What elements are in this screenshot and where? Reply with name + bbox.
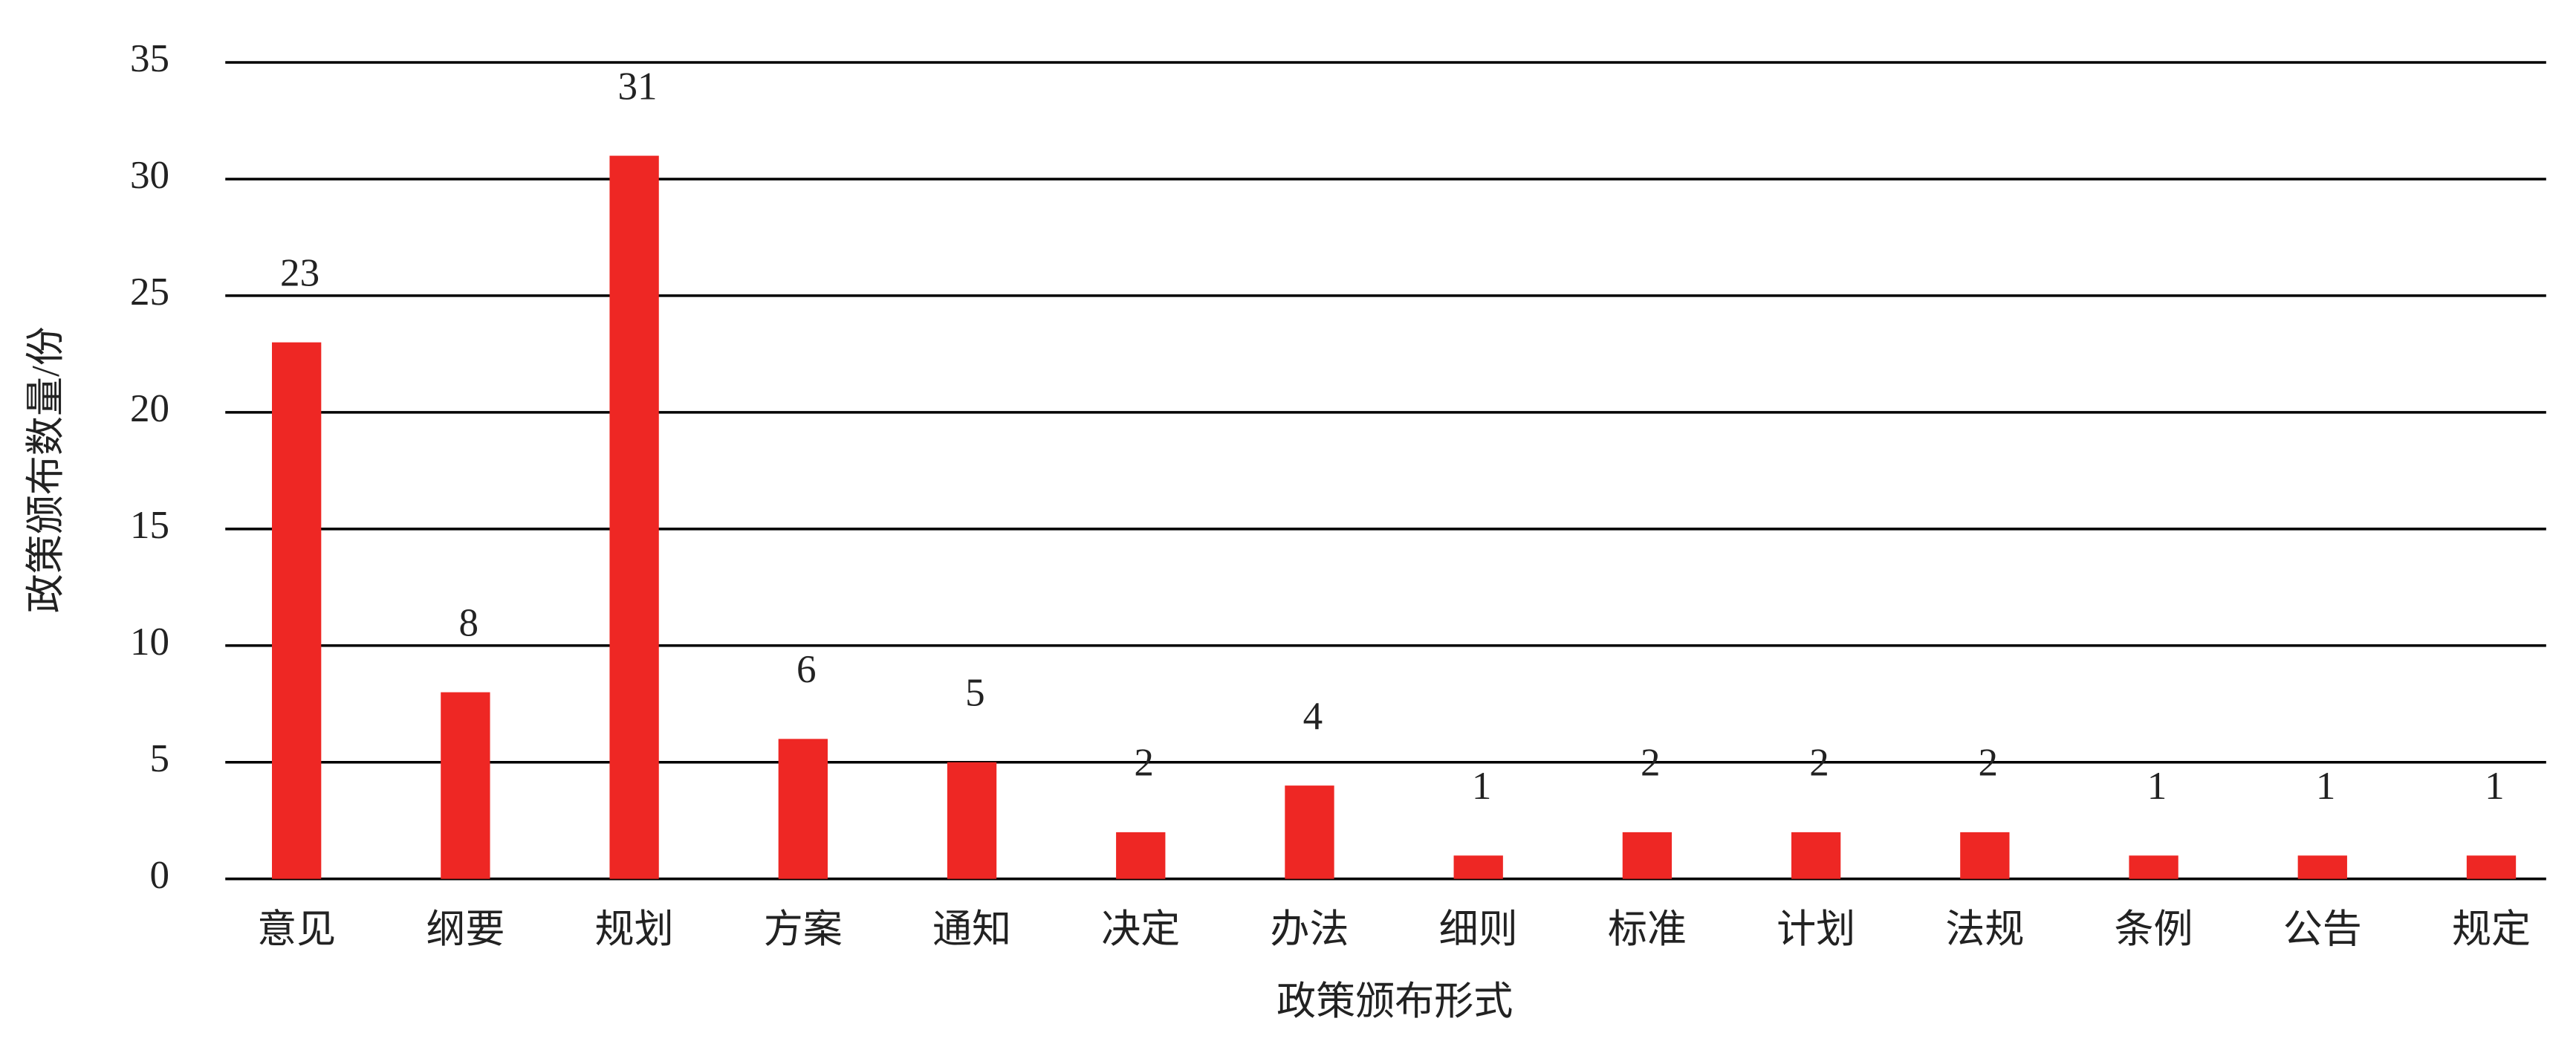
bar: [272, 342, 322, 879]
data-label: 31: [617, 65, 657, 108]
data-label: 1: [2485, 765, 2505, 808]
bar: [1453, 855, 1503, 879]
bar: [1791, 832, 1841, 879]
x-tick-label: 通知: [932, 908, 1011, 951]
data-label: 4: [1303, 695, 1323, 738]
bar: [2466, 855, 2517, 879]
x-tick-label: 计划: [1777, 908, 1855, 951]
x-tick-label: 公告: [2283, 908, 2362, 951]
x-tick-label: 方案: [764, 908, 843, 951]
data-label: 2: [1641, 742, 1661, 785]
data-label: 2: [1809, 742, 1829, 785]
y-tick-label: 0: [150, 854, 170, 897]
y-tick-label: 5: [150, 737, 170, 780]
data-label: 2: [1979, 742, 1999, 785]
x-tick-label: 标准: [1608, 908, 1687, 951]
x-tick-label: 细则: [1439, 908, 1518, 951]
x-tick-label: 规定: [2452, 908, 2531, 951]
data-label: 1: [2316, 765, 2336, 808]
x-tick-label: 决定: [1101, 908, 1180, 951]
y-tick-label: 35: [130, 37, 169, 80]
data-label: 23: [280, 251, 319, 294]
bar: [2297, 855, 2347, 879]
y-tick-label: 10: [130, 621, 169, 664]
data-label: 5: [965, 671, 985, 714]
x-tick-label: 意见: [257, 908, 336, 951]
x-tick-label: 条例: [2115, 908, 2193, 951]
bar: [778, 739, 828, 879]
bar: [609, 155, 659, 879]
data-label: 6: [797, 648, 817, 691]
bar: [441, 692, 490, 879]
bar: [2129, 855, 2178, 879]
bar: [1622, 832, 1673, 879]
data-label: 2: [1134, 742, 1154, 785]
y-tick-label: 25: [130, 270, 169, 314]
y-tick-label: 30: [130, 154, 169, 197]
data-label: 1: [2147, 765, 2167, 808]
bar: [1285, 785, 1334, 879]
bar: [947, 762, 997, 879]
y-axis-title: 政策颁布数量/份: [25, 326, 68, 613]
data-label: 8: [459, 601, 479, 644]
y-tick-label: 15: [130, 504, 169, 547]
x-tick-label: 纲要: [426, 908, 505, 951]
bar: [1960, 832, 2010, 879]
x-axis-title: 政策颁布形式: [1276, 980, 1513, 1023]
x-tick-label: 法规: [1945, 908, 2024, 951]
x-tick-label: 规划: [595, 908, 674, 951]
data-label: 1: [1472, 765, 1492, 808]
y-tick-label: 20: [130, 387, 169, 430]
bar: [1116, 832, 1166, 879]
x-tick-label: 办法: [1270, 908, 1349, 951]
